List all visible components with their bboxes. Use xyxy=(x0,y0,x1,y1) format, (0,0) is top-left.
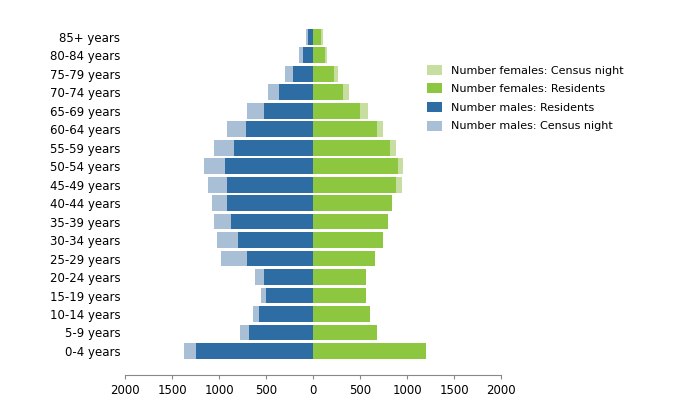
Bar xyxy=(225,158,313,174)
Bar xyxy=(313,121,383,137)
Legend: Number females: Census night, Number females: Residents, Number males: Residents: Number females: Census night, Number fem… xyxy=(423,62,627,135)
Bar xyxy=(268,84,313,100)
Bar xyxy=(313,288,366,304)
Bar xyxy=(313,103,367,118)
Bar xyxy=(313,84,343,100)
Bar xyxy=(313,29,323,45)
Bar xyxy=(313,214,388,229)
Bar xyxy=(313,177,402,193)
Bar xyxy=(313,195,392,211)
Bar xyxy=(313,140,396,156)
Bar xyxy=(196,343,313,359)
Bar xyxy=(248,103,313,118)
Bar xyxy=(313,269,366,285)
Bar xyxy=(235,140,313,156)
Bar xyxy=(238,232,313,248)
Bar xyxy=(260,288,313,304)
Bar xyxy=(212,195,313,211)
Bar xyxy=(313,195,392,211)
Bar xyxy=(313,158,398,174)
Bar xyxy=(313,324,377,340)
Bar xyxy=(230,214,313,229)
Bar xyxy=(240,324,313,340)
Bar xyxy=(313,232,383,248)
Bar xyxy=(227,121,313,137)
Bar xyxy=(313,66,338,82)
Bar xyxy=(313,251,375,266)
Bar xyxy=(208,177,313,193)
Bar xyxy=(313,269,366,285)
Bar xyxy=(313,306,370,322)
Bar xyxy=(313,343,426,359)
Bar xyxy=(313,84,349,100)
Bar xyxy=(184,343,313,359)
Bar xyxy=(221,251,313,266)
Bar xyxy=(253,306,313,322)
Bar xyxy=(227,177,313,193)
Bar xyxy=(264,269,313,285)
Bar xyxy=(217,232,313,248)
Bar xyxy=(313,103,361,118)
Bar xyxy=(264,103,313,118)
Bar xyxy=(313,140,390,156)
Bar xyxy=(279,84,313,100)
Bar xyxy=(313,121,377,137)
Bar xyxy=(308,29,313,45)
Bar xyxy=(266,288,313,304)
Bar xyxy=(313,48,326,63)
Bar xyxy=(227,195,313,211)
Bar xyxy=(246,121,313,137)
Bar xyxy=(299,48,313,63)
Bar xyxy=(285,66,313,82)
Bar xyxy=(313,288,366,304)
Bar xyxy=(313,324,377,340)
Bar xyxy=(313,343,426,359)
Bar xyxy=(313,29,321,45)
Bar xyxy=(313,66,334,82)
Bar xyxy=(313,214,388,229)
Bar xyxy=(313,177,396,193)
Bar xyxy=(313,306,370,322)
Bar xyxy=(313,251,375,266)
Bar xyxy=(248,251,313,266)
Bar xyxy=(249,324,313,340)
Bar xyxy=(313,232,383,248)
Bar xyxy=(313,158,404,174)
Bar xyxy=(204,158,313,174)
Bar xyxy=(255,269,313,285)
Bar xyxy=(292,66,313,82)
Bar xyxy=(214,140,313,156)
Bar xyxy=(313,48,327,63)
Bar xyxy=(306,29,313,45)
Bar xyxy=(303,48,313,63)
Bar xyxy=(259,306,313,322)
Bar xyxy=(214,214,313,229)
